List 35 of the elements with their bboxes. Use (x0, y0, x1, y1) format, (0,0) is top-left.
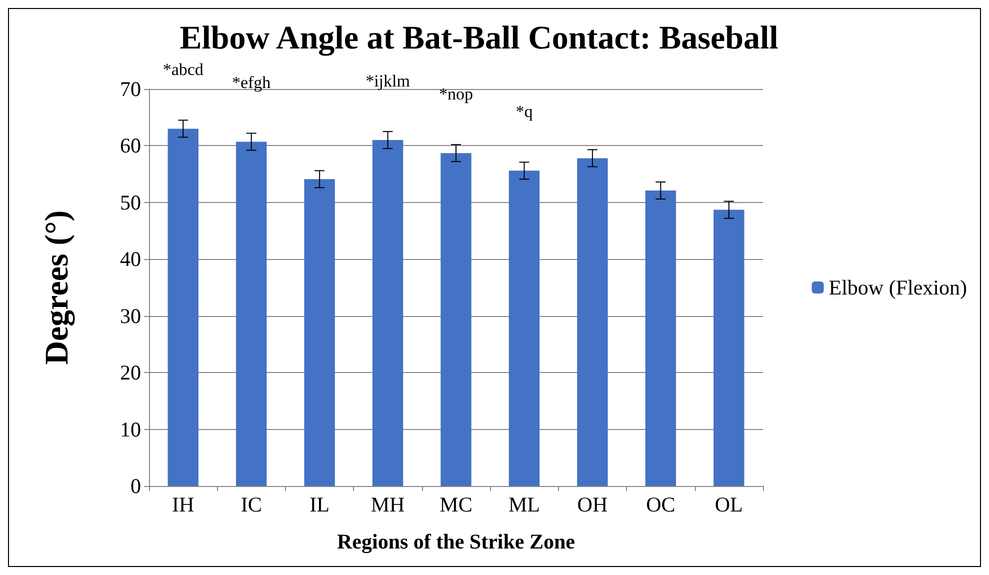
x-tick-label: OH (577, 492, 608, 516)
bar (645, 190, 676, 486)
bar (304, 179, 335, 486)
legend-label: Elbow (Flexion) (828, 276, 968, 300)
chart-title: Elbow Angle at Bat-Ball Contact: Baseball (180, 20, 778, 56)
bar (440, 153, 472, 486)
y-axis-title: Degrees (°) (40, 210, 76, 365)
y-tick-label: 10 (120, 417, 141, 442)
y-tick-label: 40 (120, 247, 141, 272)
x-tick-label: OC (646, 492, 676, 516)
x-tick-label: IL (310, 492, 330, 516)
x-tick-label: IH (172, 492, 194, 516)
x-tick-label: ML (508, 492, 540, 516)
y-tick-label: 60 (120, 134, 141, 158)
bar (508, 170, 540, 486)
bar (168, 128, 198, 486)
bar (714, 210, 744, 486)
y-tick-label: 50 (120, 190, 141, 214)
x-tick-label: MC (440, 492, 472, 516)
x-axis-title: Regions of the Strike Zone (337, 530, 575, 554)
x-tick-label: MH (370, 492, 405, 516)
y-tick-label: 20 (120, 360, 141, 385)
y-tick-label: 0 (130, 474, 141, 498)
annotation: *abcd (162, 60, 204, 80)
annotation: *q (516, 102, 534, 122)
annotation: *efgh (232, 73, 272, 92)
annotation: *nop (439, 84, 473, 104)
y-tick-label: 30 (120, 304, 141, 328)
bar (372, 140, 404, 486)
bar (236, 142, 267, 486)
x-tick-label: IC (240, 492, 262, 516)
bar (577, 158, 608, 486)
annotation: *ijklm (366, 72, 410, 91)
y-tick-label: 70 (120, 77, 141, 101)
x-tick-label: OL (714, 492, 743, 516)
